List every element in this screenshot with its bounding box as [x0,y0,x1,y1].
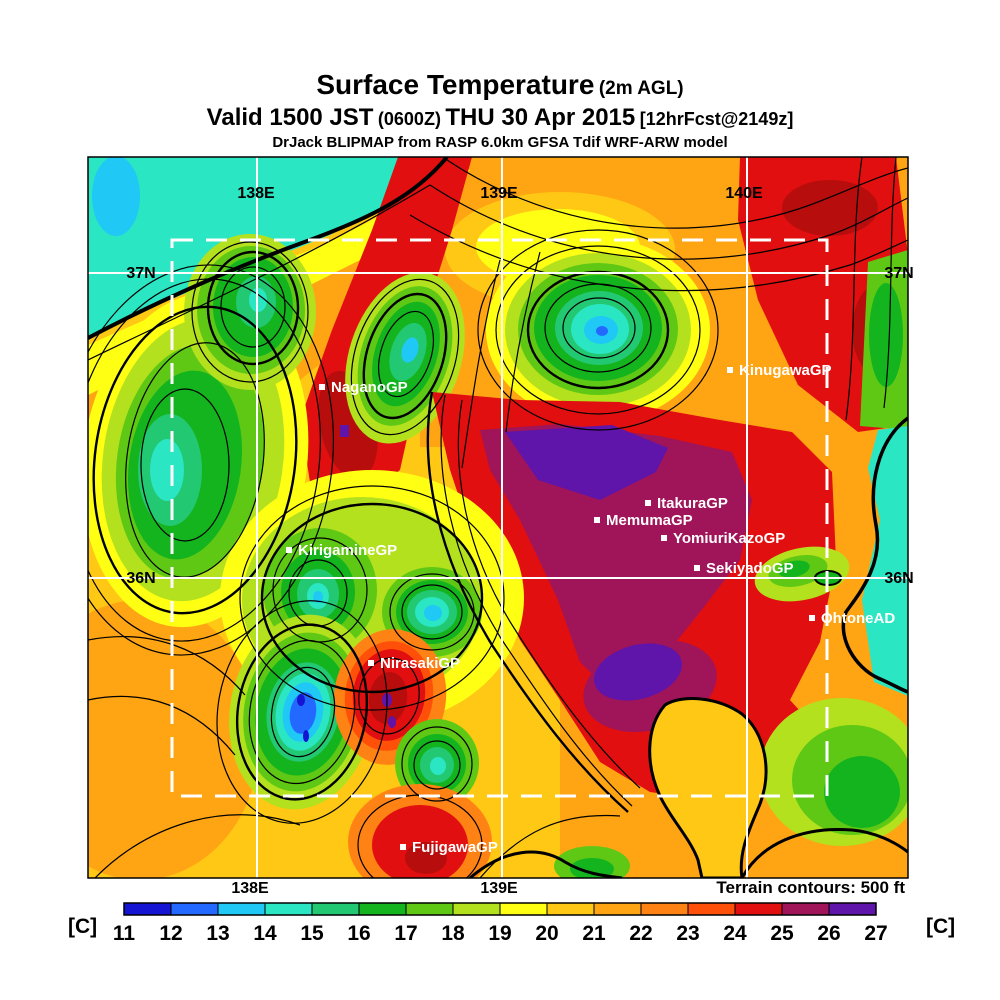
terrain-contours-thick [92,250,670,813]
site-marker [400,844,406,850]
site-label-kinugawagp: KinugawaGP [739,362,832,379]
colorbar-segment [123,902,172,916]
colorbar-segment [593,902,642,916]
colorbar-tick: 24 [723,922,747,945]
site-label-itakuragp: ItakuraGP [657,495,728,512]
site-marker [727,367,733,373]
site-label-kirigaminegp: KirigamineGP [298,542,397,559]
colorbar-segment [217,902,266,916]
colorbar-tick: 12 [159,922,182,945]
filled-contour-field [88,157,908,878]
grid-label-37n: 37N [884,265,913,282]
temperature-colorbar: 11 12 13 14 15 16 17 18 19 20 21 22 23 24 25 26 27 [C] [C] [68,902,955,945]
grid-label-140e: 140E [725,185,763,202]
colorbar-tick: 11 [113,922,136,945]
cold-core-southern-alps [229,614,375,810]
tokyo-bay [648,697,768,878]
colorbar-tick: 16 [347,922,370,945]
colorbar-tick: 27 [864,922,887,945]
forecast-tag: [12hrFcst@2149z] [639,109,794,129]
site-label-nirasakigp: NirasakiGP [380,655,460,672]
colorbar-tick: 15 [300,922,324,945]
site-label-sekiyadogp: SekiyadoGP [706,560,794,577]
colorbar-tick: 14 [253,922,277,945]
colorbar-unit-right: [C] [926,915,955,938]
chart-header: Surface Temperature (2m AGL) Valid 1500 … [0,70,1000,152]
colorbar-tick: 26 [817,922,840,945]
colorbar-segment [687,902,736,916]
valid-time: Valid 1500 JST [206,104,374,131]
site-label-memumagp: MemumaGP [606,512,693,529]
colorbar-segment [828,902,877,916]
model-line: DrJack BLIPMAP from RASP 6.0km GFSA Tdif… [272,134,728,151]
colorbar-segment [170,902,219,916]
site-marker [809,615,815,621]
colorbar-unit-left: [C] [68,915,97,938]
site-marker [319,384,325,390]
terrain-contours-thin [88,157,908,878]
colorbar-segment [499,902,548,916]
map-frame [87,156,909,879]
colorbar-tick: 21 [582,922,606,945]
colorbar-tick: 20 [535,922,558,945]
grid-label-138e: 138E [231,880,269,897]
title-line: Surface Temperature (2m AGL) [0,70,1000,105]
page-title: Surface Temperature [316,69,595,100]
site-marker [286,547,292,553]
colorbar-tick: 19 [488,922,511,945]
grid-label-36n: 36N [884,570,913,587]
site-marker [645,500,651,506]
colorbar-tick: 22 [629,922,652,945]
site-label-naganogp: NaganoGP [331,379,408,396]
site-marker [368,660,374,666]
cold-blob-north [486,238,710,422]
site-marker [661,535,667,541]
colorbar-segment [546,902,595,916]
site-label-fujigawagp: FujigawaGP [412,839,498,856]
colorbar-tick: 17 [394,922,417,945]
valid-zulu: (0600Z) [377,109,441,129]
grid-label-138e: 138E [237,185,275,202]
colorbar-segment [358,902,407,916]
page-title-suffix: (2m AGL) [598,78,684,99]
colorbar-outline [123,902,877,916]
latlon-grid [88,157,908,878]
site-labels: NaganoGP KinugawaGP ItakuraGPMemumaGPYomiu… [286,362,895,856]
colorbar-segment [640,902,689,916]
valid-line: Valid 1500 JST (0600Z) THU 30 Apr 2015 [… [0,105,1000,134]
grid-label-139e: 139E [480,185,518,202]
south-coastal-features [348,719,630,878]
colorbar-segment [452,902,501,916]
colorbar-segment [311,902,360,916]
hot-region-kanto [432,392,836,802]
grid-labels: 138E 139E 140E 37N 37N 36N 36N 138E 139E [126,185,913,897]
grid-label-36n: 36N [126,570,155,587]
grid-label-37n: 37N [126,265,155,282]
site-marker [594,517,600,523]
colorbar-segment [264,902,313,916]
terrain-note: Terrain contours: 500 ft [716,878,905,897]
site-marker [694,565,700,571]
colorbar-tick: 23 [676,922,699,945]
domain-boundary-dashed-box [170,238,829,798]
site-label-yomiurikazogp: YomiuriKazoGP [673,530,785,547]
colorbar-tick: 13 [206,922,229,945]
colorbar-tick: 18 [441,922,465,945]
colorbar-segment [781,902,830,916]
colorbar-segment [734,902,783,916]
grid-label-139e: 139E [480,880,518,897]
colorbar-tick: 25 [770,922,794,945]
colorbar-segment [405,902,454,916]
site-label-ohtonead: OhtoneAD [821,610,895,627]
valid-date: THU 30 Apr 2015 [445,104,636,131]
